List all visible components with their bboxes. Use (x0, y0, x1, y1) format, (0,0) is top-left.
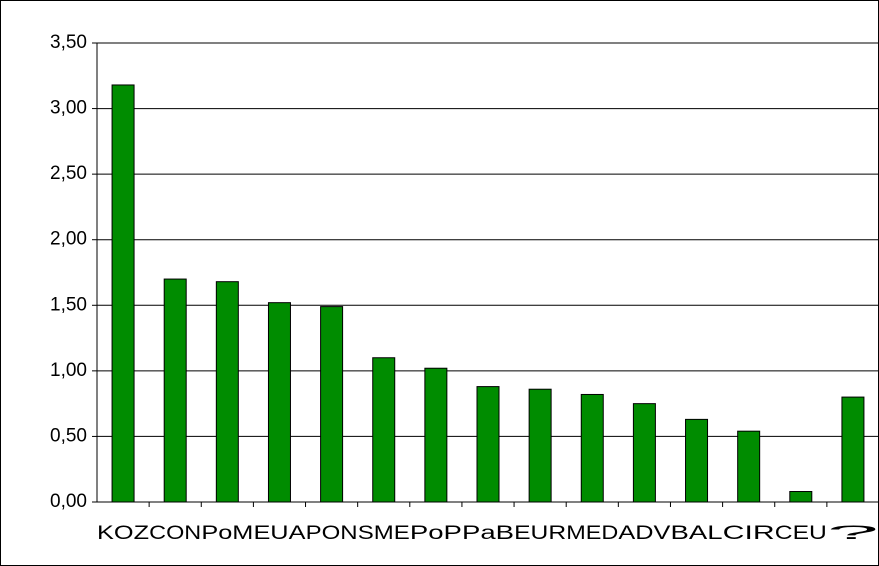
bar (164, 279, 186, 502)
x-tick-label: KOZ (97, 523, 150, 544)
bar (268, 303, 290, 502)
y-tick-label: 1,00 (50, 360, 87, 381)
y-tick-label: 0,50 (50, 425, 87, 446)
x-tick-label: CON (149, 523, 201, 544)
y-tick-label: 2,50 (50, 163, 87, 184)
x-tick-label: CIR (723, 523, 775, 544)
x-tick-label: MED (566, 523, 618, 544)
bar (321, 307, 343, 502)
y-tick-label: 3,00 (50, 98, 87, 119)
chart: 0,000,501,001,502,002,503,003,50KOZCONPo… (0, 0, 879, 566)
bar (633, 404, 655, 502)
x-tick-label: ADV (618, 523, 670, 544)
x-tick-label: CEU (775, 523, 827, 544)
x-tick-label: ? (827, 523, 879, 544)
y-tick-label: 3,50 (50, 32, 87, 53)
x-tick-label: BAL (671, 523, 723, 544)
bar (529, 389, 551, 502)
x-tick-label: SME (358, 523, 410, 544)
y-tick-label: 2,00 (50, 229, 87, 250)
bar (373, 358, 395, 502)
x-tick-label: EUR (514, 523, 566, 544)
bar (425, 368, 447, 502)
bar (216, 282, 238, 502)
bar (842, 397, 864, 502)
bar (790, 492, 812, 502)
bar (738, 431, 760, 502)
bar (112, 85, 134, 502)
bar (686, 419, 708, 502)
x-tick-label: EUA (253, 523, 305, 544)
bar (581, 394, 603, 502)
x-tick-label: PON (306, 523, 358, 544)
bar (477, 387, 499, 502)
y-tick-label: 1,50 (50, 294, 87, 315)
x-tick-label: PoP (410, 523, 462, 544)
x-tick-label: PaB (462, 523, 514, 544)
x-tick-label: PoM (201, 523, 253, 544)
y-tick-label: 0,00 (50, 491, 87, 512)
